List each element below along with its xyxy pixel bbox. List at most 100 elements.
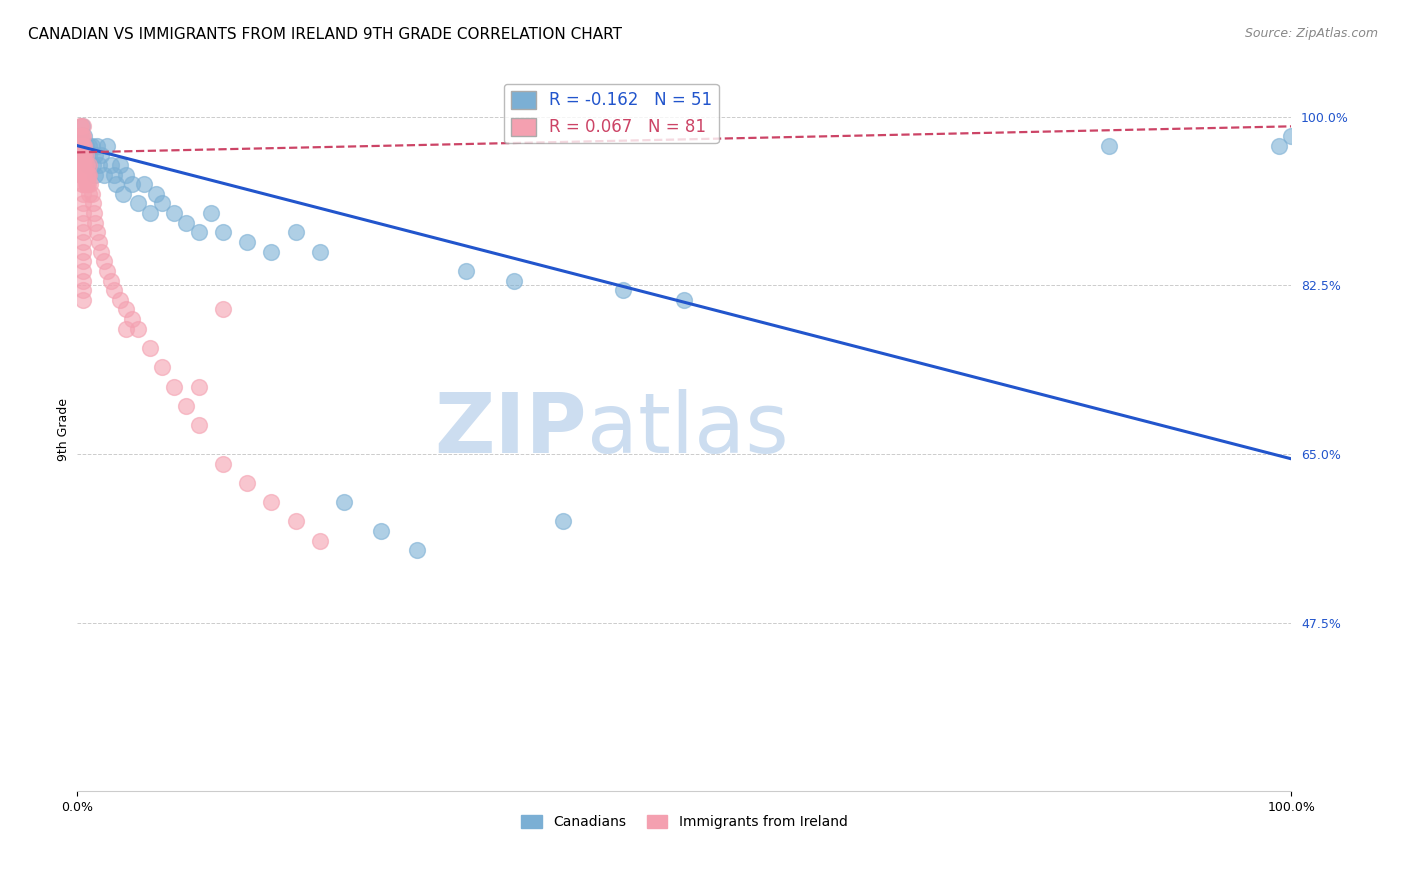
Point bbox=[72, 216, 94, 230]
Point bbox=[114, 168, 136, 182]
Point bbox=[103, 168, 125, 182]
Text: CANADIAN VS IMMIGRANTS FROM IRELAND 9TH GRADE CORRELATION CHART: CANADIAN VS IMMIGRANTS FROM IRELAND 9TH … bbox=[28, 27, 621, 42]
Point bbox=[77, 138, 100, 153]
Point bbox=[72, 235, 94, 249]
Point bbox=[77, 148, 100, 162]
Point bbox=[80, 186, 103, 201]
Point bbox=[163, 379, 186, 393]
Point bbox=[90, 148, 112, 162]
Point bbox=[69, 148, 91, 162]
Point bbox=[72, 206, 94, 220]
Text: atlas: atlas bbox=[588, 390, 789, 470]
Point bbox=[176, 216, 198, 230]
Point bbox=[612, 283, 634, 297]
Point bbox=[96, 264, 118, 278]
Point bbox=[211, 225, 233, 239]
Point bbox=[150, 360, 173, 375]
Point bbox=[1279, 128, 1302, 143]
Point bbox=[260, 244, 283, 259]
Point bbox=[309, 244, 332, 259]
Point bbox=[112, 186, 135, 201]
Point bbox=[187, 418, 209, 433]
Point bbox=[80, 138, 103, 153]
Point bbox=[72, 138, 94, 153]
Text: Source: ZipAtlas.com: Source: ZipAtlas.com bbox=[1244, 27, 1378, 40]
Point bbox=[200, 206, 222, 220]
Point bbox=[72, 186, 94, 201]
Point bbox=[284, 225, 307, 239]
Point bbox=[551, 515, 574, 529]
Point bbox=[260, 495, 283, 509]
Point bbox=[69, 128, 91, 143]
Point bbox=[73, 128, 96, 143]
Point bbox=[84, 148, 107, 162]
Point bbox=[145, 186, 167, 201]
Point bbox=[69, 128, 91, 143]
Point bbox=[72, 225, 94, 239]
Point bbox=[77, 186, 100, 201]
Point bbox=[114, 302, 136, 317]
Point bbox=[79, 177, 101, 191]
Point bbox=[76, 158, 98, 172]
Point bbox=[406, 543, 429, 558]
Point bbox=[77, 177, 100, 191]
Point bbox=[139, 341, 162, 355]
Point bbox=[73, 148, 96, 162]
Point bbox=[69, 120, 91, 134]
Point bbox=[108, 293, 131, 307]
Point bbox=[69, 158, 91, 172]
Point bbox=[284, 515, 307, 529]
Point bbox=[69, 120, 91, 134]
Point bbox=[370, 524, 392, 538]
Point bbox=[96, 138, 118, 153]
Text: ZIP: ZIP bbox=[434, 390, 588, 470]
Point bbox=[70, 158, 93, 172]
Point bbox=[121, 177, 143, 191]
Point bbox=[84, 168, 107, 182]
Point bbox=[72, 244, 94, 259]
Point bbox=[75, 177, 97, 191]
Point bbox=[121, 312, 143, 326]
Point bbox=[187, 225, 209, 239]
Point bbox=[75, 148, 97, 162]
Point bbox=[86, 225, 108, 239]
Point bbox=[76, 177, 98, 191]
Point bbox=[104, 177, 127, 191]
Point bbox=[77, 168, 100, 182]
Point bbox=[108, 158, 131, 172]
Point bbox=[90, 244, 112, 259]
Point bbox=[87, 158, 110, 172]
Point bbox=[82, 196, 104, 211]
Point bbox=[150, 196, 173, 211]
Point bbox=[236, 475, 259, 490]
Point bbox=[100, 273, 122, 287]
Point bbox=[75, 138, 97, 153]
Point bbox=[211, 457, 233, 471]
Point bbox=[87, 235, 110, 249]
Point bbox=[69, 138, 91, 153]
Point bbox=[75, 168, 97, 182]
Point bbox=[70, 177, 93, 191]
Point bbox=[236, 235, 259, 249]
Point bbox=[72, 177, 94, 191]
Point bbox=[127, 196, 149, 211]
Point bbox=[73, 168, 96, 182]
Point bbox=[70, 128, 93, 143]
Point bbox=[69, 138, 91, 153]
Point bbox=[69, 138, 91, 153]
Point bbox=[139, 206, 162, 220]
Point bbox=[73, 158, 96, 172]
Point bbox=[72, 148, 94, 162]
Point bbox=[86, 138, 108, 153]
Point bbox=[72, 148, 94, 162]
Point bbox=[211, 302, 233, 317]
Point bbox=[84, 216, 107, 230]
Point bbox=[82, 158, 104, 172]
Point bbox=[72, 264, 94, 278]
Point bbox=[454, 264, 477, 278]
Y-axis label: 9th Grade: 9th Grade bbox=[58, 399, 70, 461]
Point bbox=[93, 168, 115, 182]
Point bbox=[309, 533, 332, 548]
Point bbox=[72, 120, 94, 134]
Point bbox=[100, 158, 122, 172]
